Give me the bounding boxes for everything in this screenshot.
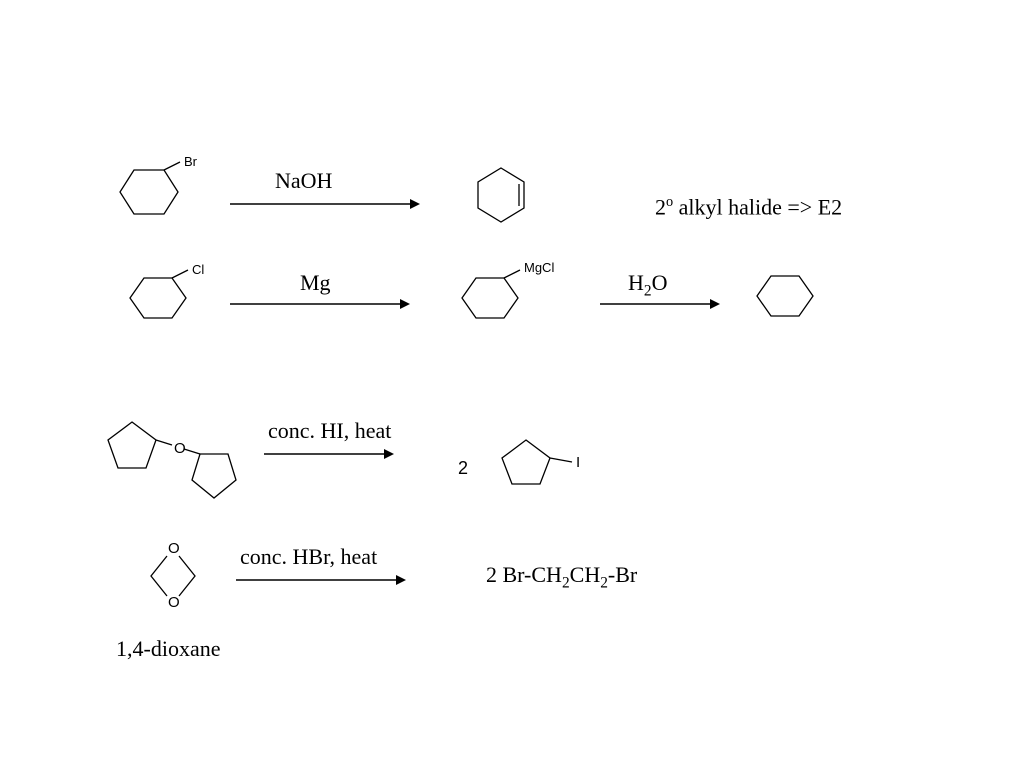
reagent-hi: conc. HI, heat	[268, 418, 391, 444]
arrow-rxn3	[264, 446, 394, 462]
label-dioxane-o-top: O	[168, 540, 180, 557]
h2o-h: H	[628, 270, 644, 295]
diagram-canvas: Br NaOH 2o alkyl halide => E2 Cl Mg MgCl…	[0, 0, 1024, 768]
label-dioxane-name: 1,4-dioxane	[116, 636, 220, 662]
note-prefix: 2	[655, 194, 666, 219]
reagent-naoh: NaOH	[275, 168, 332, 194]
prod4-b: CH	[570, 562, 601, 587]
note-e2: 2o alkyl halide => E2	[655, 194, 842, 220]
label-iodine: I	[576, 454, 580, 471]
prod4-s2: 2	[600, 574, 608, 591]
prod4-c: -Br	[608, 562, 637, 587]
structure-dicyclopentyl-ether	[100, 418, 240, 508]
arrow-rxn2a	[230, 296, 410, 312]
coeff-2: 2	[458, 458, 468, 479]
reagent-hbr: conc. HBr, heat	[240, 544, 377, 570]
prod4-a: 2 Br-CH	[486, 562, 562, 587]
structure-cyclopentyl-iodide	[498, 436, 578, 492]
label-cl: Cl	[192, 262, 204, 277]
label-ether-o: O	[174, 440, 186, 457]
reagent-mg: Mg	[300, 270, 331, 296]
product-dibromoethane: 2 Br-CH2CH2-Br	[486, 562, 637, 592]
arrow-rxn1	[230, 196, 420, 212]
h2o-o: O	[652, 270, 668, 295]
note-rest: alkyl halide => E2	[673, 194, 842, 219]
structure-grignard	[460, 270, 526, 328]
structure-chlorocyclohexane	[128, 270, 194, 328]
reagent-h2o: H2O	[628, 270, 667, 300]
label-dioxane-o-bottom: O	[168, 594, 180, 611]
arrow-rxn4	[236, 572, 406, 588]
h2o-2: 2	[644, 282, 652, 299]
label-br: Br	[184, 154, 197, 169]
structure-cyclohexane	[755, 270, 817, 326]
structure-bromocyclohexane	[116, 162, 186, 224]
structure-cyclohexene	[470, 164, 532, 224]
prod4-s1: 2	[562, 574, 570, 591]
label-mgcl: MgCl	[524, 260, 554, 275]
